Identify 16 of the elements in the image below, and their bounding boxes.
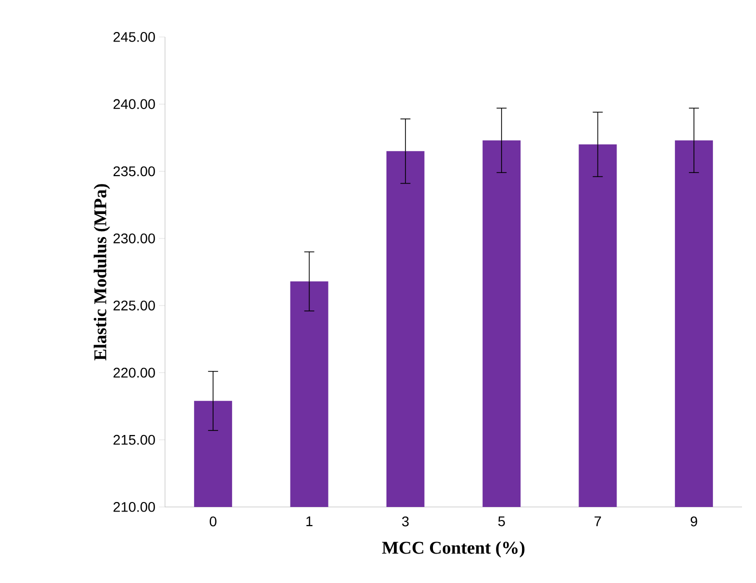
- x-tick-label: 9: [690, 516, 698, 526]
- x-axis-title: MCC Content (%): [382, 541, 524, 558]
- x-tick-label: 5: [498, 516, 505, 526]
- y-tick-label: 210.00: [114, 502, 155, 512]
- y-tick-label: 240.00: [114, 99, 155, 110]
- y-tick-label: 215.00: [114, 434, 155, 445]
- x-tick-label: 0: [210, 516, 216, 526]
- y-tick-label: 235.00: [114, 166, 155, 176]
- y-axis-title: Elastic Modulus (MPa): [94, 184, 110, 360]
- y-tick-label: 225.00: [114, 300, 155, 310]
- x-tick-label: 3: [402, 516, 409, 526]
- x-tick-label: 1: [306, 516, 312, 526]
- y-tick-label: 220.00: [114, 368, 155, 378]
- y-tick-label: 230.00: [114, 233, 155, 244]
- x-tick-label: 7: [594, 516, 601, 526]
- y-tick-label: 245.00: [114, 32, 155, 42]
